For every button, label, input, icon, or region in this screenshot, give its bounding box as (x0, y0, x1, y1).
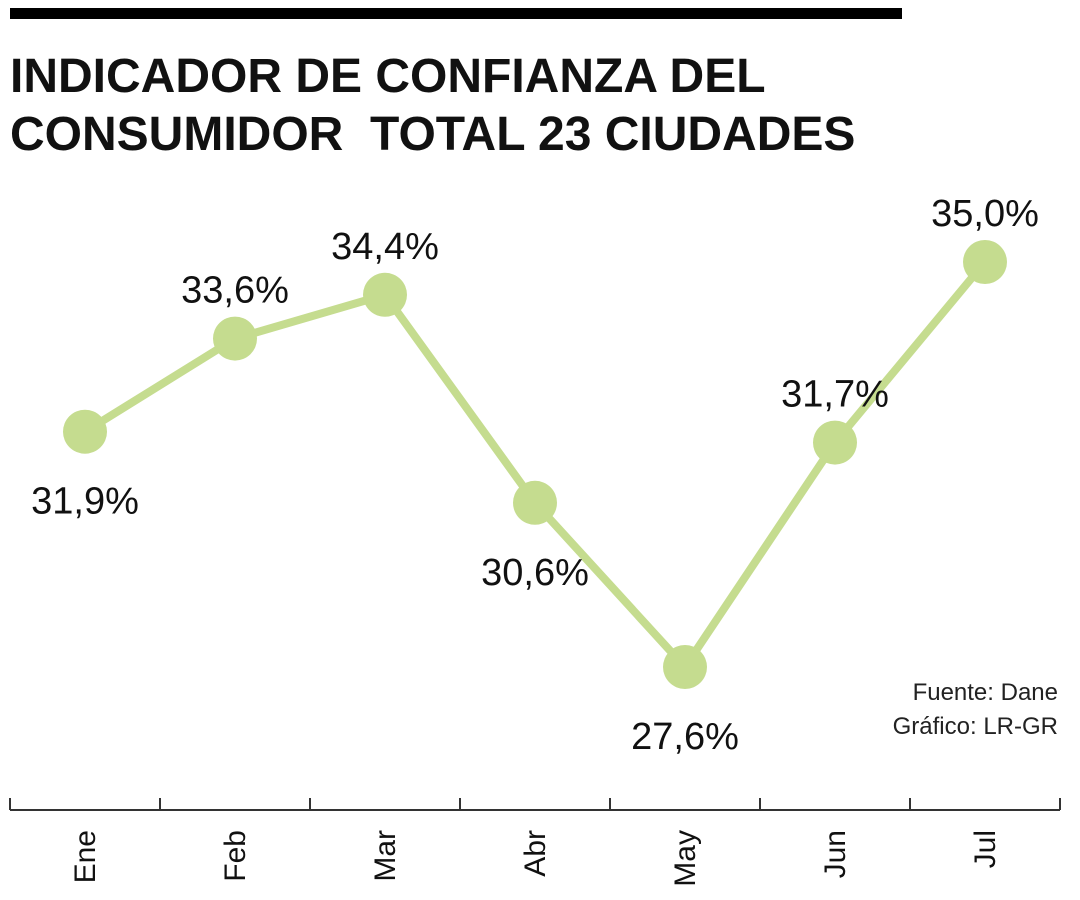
data-point-abr (513, 480, 557, 525)
source-grafico: Gráfico: LR-GR (892, 713, 1058, 740)
data-point-jun (813, 420, 857, 465)
data-label-ene: 31,9% (31, 481, 139, 523)
x-tick-label-ene: Ene (69, 830, 102, 883)
chart-title: INDICADOR DE CONFIANZA DEL CONSUMIDOR TO… (10, 48, 855, 164)
data-label-jun: 31,7% (781, 374, 889, 416)
data-point-ene (63, 409, 107, 454)
data-label-mar: 34,4% (331, 226, 439, 268)
data-point-feb (213, 316, 257, 361)
x-tick-label-feb: Feb (219, 830, 252, 882)
data-label-may: 27,6% (631, 716, 739, 758)
data-point-jul (963, 240, 1007, 284)
chart-title-line-1: INDICADOR DE CONFIANZA DEL (10, 50, 766, 103)
top-rule (10, 8, 902, 19)
data-label-abr: 30,6% (481, 552, 589, 594)
x-tick-label-mar: Mar (369, 830, 402, 882)
x-tick-label-may: May (669, 830, 702, 887)
source-note: Fuente: Dane Gráfico: LR-GR (893, 676, 1058, 744)
data-point-may (663, 645, 707, 689)
data-label-feb: 33,6% (181, 270, 289, 312)
source-fuente: Fuente: Dane (912, 679, 1058, 706)
x-tick-label-jul: Jul (969, 830, 1002, 868)
data-label-jul: 35,0% (931, 193, 1039, 235)
data-point-mar (363, 272, 407, 317)
x-tick-label-jun: Jun (819, 830, 852, 878)
x-tick-label-abr: Abr (519, 830, 552, 877)
chart-title-line-2: CONSUMIDOR TOTAL 23 CIUDADES (10, 108, 856, 161)
